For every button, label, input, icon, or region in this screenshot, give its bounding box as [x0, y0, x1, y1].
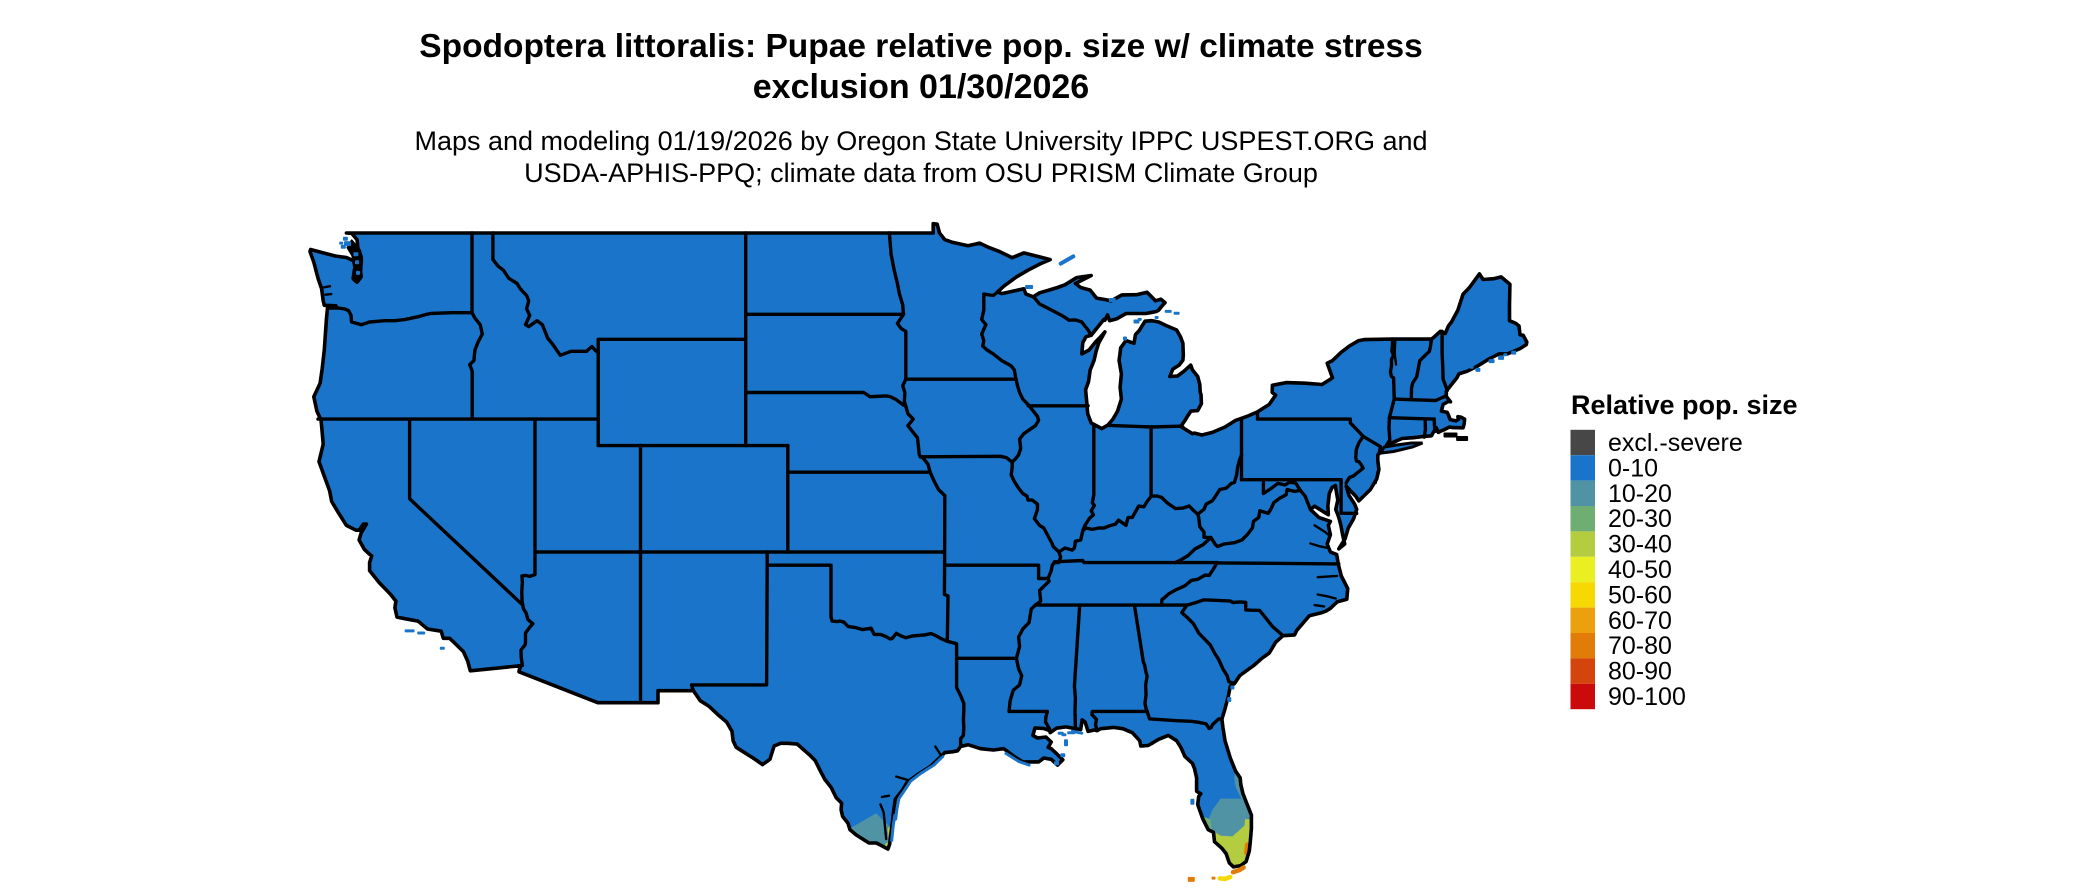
svg-text:70-80: 70-80	[1608, 632, 1672, 660]
svg-text:Relative pop. size: Relative pop. size	[1571, 390, 1798, 420]
svg-text:0-10: 0-10	[1608, 454, 1658, 482]
svg-text:50-60: 50-60	[1608, 581, 1672, 609]
svg-text:30-40: 30-40	[1608, 531, 1672, 559]
svg-text:60-70: 60-70	[1608, 607, 1672, 635]
svg-text:excl.-severe: excl.-severe	[1608, 429, 1743, 457]
svg-text:USDA-APHIS-PPQ; climate data f: USDA-APHIS-PPQ; climate data from OSU PR…	[524, 158, 1318, 188]
svg-text:20-30: 20-30	[1608, 505, 1672, 533]
svg-text:90-100: 90-100	[1608, 683, 1686, 711]
svg-text:Spodoptera littoralis: Pupae r: Spodoptera littoralis: Pupae relative po…	[419, 28, 1422, 65]
svg-text:10-20: 10-20	[1608, 480, 1672, 508]
svg-text:Maps and modeling 01/19/2026 b: Maps and modeling 01/19/2026 by Oregon S…	[414, 126, 1427, 156]
svg-text:80-90: 80-90	[1608, 658, 1672, 686]
svg-text:exclusion 01/30/2026: exclusion 01/30/2026	[753, 68, 1089, 106]
svg-text:40-50: 40-50	[1608, 556, 1672, 584]
